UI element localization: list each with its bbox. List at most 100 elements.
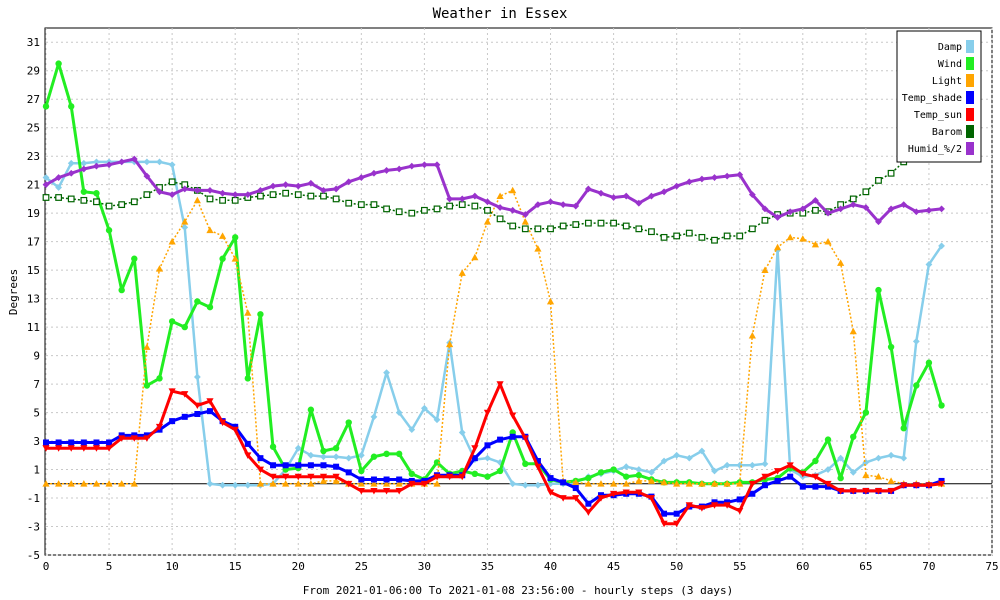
data-point — [357, 201, 365, 209]
data-point — [105, 161, 113, 169]
data-point — [332, 195, 340, 203]
data-point — [774, 214, 781, 221]
x-tick-label: 35 — [481, 560, 494, 573]
data-point — [257, 186, 264, 194]
data-point — [496, 192, 504, 199]
data-point — [748, 480, 756, 488]
data-point — [723, 461, 731, 469]
data-point — [370, 169, 378, 177]
data-point — [534, 457, 541, 464]
data-point — [80, 188, 88, 195]
data-point — [219, 196, 226, 204]
data-point — [181, 218, 189, 225]
data-point — [181, 391, 189, 398]
data-point — [925, 206, 933, 214]
y-axis-label: Degrees — [7, 269, 20, 315]
data-point — [93, 439, 100, 446]
data-point — [711, 467, 718, 475]
data-point — [711, 236, 718, 244]
data-point — [105, 202, 113, 210]
data-point — [43, 439, 49, 446]
data-point — [685, 454, 693, 462]
data-point — [357, 480, 365, 487]
data-point — [572, 221, 580, 228]
data-point — [458, 201, 466, 209]
data-point — [345, 199, 353, 207]
data-point — [887, 205, 895, 213]
data-point — [824, 480, 832, 488]
data-point — [105, 227, 113, 234]
data-point — [218, 232, 227, 239]
data-point — [55, 480, 63, 487]
legend-swatch — [966, 91, 974, 104]
data-point — [509, 206, 517, 214]
data-point — [218, 419, 227, 427]
data-point — [42, 480, 50, 487]
x-tick-label: 70 — [922, 560, 935, 573]
data-point — [42, 194, 50, 201]
data-point — [559, 201, 567, 209]
data-point — [812, 206, 819, 214]
data-point — [244, 375, 252, 382]
data-point — [244, 481, 252, 489]
data-point — [156, 188, 163, 196]
data-point — [320, 192, 327, 200]
y-tick-label: 23 — [27, 150, 40, 163]
data-point — [534, 463, 542, 471]
series-humid-2 — [42, 155, 945, 226]
y-tick-label: 29 — [27, 65, 40, 78]
data-point — [219, 255, 226, 262]
data-point — [622, 463, 630, 471]
data-point — [256, 480, 265, 487]
data-point — [55, 184, 63, 191]
data-point — [547, 225, 554, 233]
x-tick-label: 0 — [43, 560, 50, 573]
data-point — [710, 502, 719, 509]
data-point — [875, 286, 882, 294]
data-point — [635, 477, 643, 484]
data-point — [294, 182, 302, 190]
data-point — [484, 454, 491, 462]
data-point — [55, 174, 63, 181]
legend-label: Temp_shade — [902, 93, 962, 104]
data-point — [206, 398, 214, 405]
data-point — [824, 436, 832, 443]
data-point — [244, 191, 252, 199]
data-point — [294, 191, 302, 199]
x-tick-label: 75 — [985, 560, 998, 573]
data-point — [900, 425, 907, 432]
x-tick-label: 50 — [670, 560, 683, 573]
data-point — [118, 435, 126, 442]
data-point — [509, 480, 517, 488]
data-point — [661, 510, 668, 517]
data-point — [80, 159, 88, 167]
data-point — [799, 483, 806, 490]
data-point — [155, 423, 164, 431]
data-point — [723, 232, 731, 240]
data-point — [521, 481, 529, 489]
legend-swatch — [966, 108, 974, 121]
data-point — [42, 174, 50, 181]
data-point — [446, 202, 454, 210]
data-point — [484, 206, 491, 214]
x-tick-label: 55 — [733, 560, 746, 573]
data-point — [383, 205, 390, 213]
data-point — [660, 233, 668, 241]
data-point — [67, 445, 75, 452]
plot-frame — [44, 27, 993, 556]
data-point — [421, 206, 428, 214]
data-point — [67, 480, 75, 487]
data-point — [395, 450, 403, 458]
data-point — [647, 477, 656, 484]
data-point — [610, 194, 617, 201]
data-point — [80, 445, 88, 452]
data-point — [193, 196, 201, 204]
data-point — [458, 473, 466, 481]
data-point — [484, 473, 491, 480]
data-point — [862, 471, 870, 479]
data-point — [294, 444, 302, 452]
data-point — [370, 453, 378, 460]
data-point — [370, 480, 378, 487]
data-point — [206, 480, 214, 488]
